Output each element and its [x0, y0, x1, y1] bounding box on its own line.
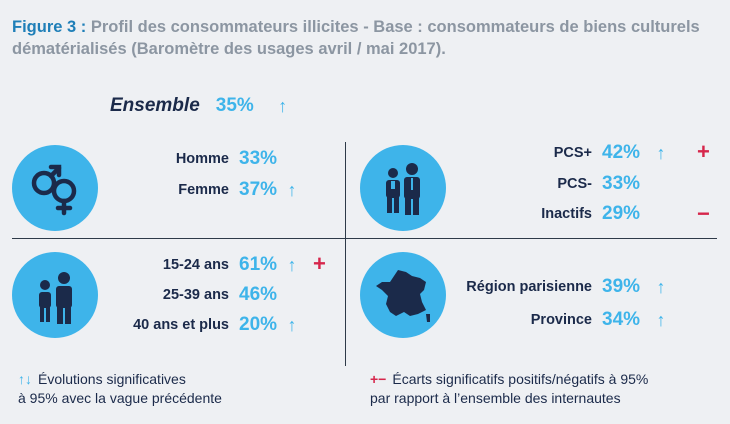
france-map-icon — [360, 252, 446, 338]
vertical-divider — [345, 142, 346, 366]
row-value: 39% — [602, 276, 641, 297]
row-arrow-up-icon: ↑ — [656, 276, 666, 297]
row-label: Femme — [178, 182, 229, 198]
row-label: 15-24 ans — [162, 257, 229, 273]
row-label: Homme — [175, 151, 229, 167]
row-label: Région parisienne — [466, 279, 592, 295]
ensemble-row: Ensemble 35% ↑ — [110, 92, 290, 120]
row-arrow-up-icon: ↑ — [287, 314, 297, 335]
legend-evolution-text-2: à 95% avec la vague précédente — [18, 390, 222, 406]
row-value: 29% — [602, 203, 641, 224]
ensemble-value: 35% — [215, 95, 254, 116]
row-value: 46% — [239, 284, 278, 305]
region-row-province: Province 34% ↑ — [450, 305, 668, 335]
age-row-15-24: 15-24 ans 61% ↑ — [100, 250, 299, 280]
row-label: 40 ans et plus — [133, 317, 229, 333]
row-label: PCS+ — [553, 145, 592, 161]
gender-row-homme: Homme 33% — [135, 144, 299, 174]
pcs-row-inactifs: Inactifs 29% — [470, 199, 648, 229]
region-row-parisienne: Région parisienne 39% ↑ — [450, 272, 668, 302]
row-value: 42% — [602, 142, 641, 163]
ensemble-label: Ensemble — [110, 95, 200, 116]
figure-title: Figure 3 : Profil des consommateurs illi… — [12, 16, 717, 60]
legend-ecart-text-2: par rapport à l’ensemble des internautes — [370, 390, 621, 406]
row-value: 61% — [239, 254, 278, 275]
age-row-40-plus: 40 ans et plus 20% ↑ — [90, 310, 299, 340]
row-value: 33% — [602, 173, 641, 194]
row-label: Province — [530, 312, 592, 328]
row-value: 37% — [239, 179, 278, 200]
legend-evolution-text-1: Évolutions significatives — [38, 371, 186, 387]
negative-sign: − — [697, 201, 710, 226]
pcs-row-plus: PCS+ 42% ↑ — [470, 138, 668, 168]
gender-row-femme: Femme 37% ↑ — [135, 175, 299, 205]
people-icon — [12, 252, 98, 338]
row-label: PCS- — [557, 176, 592, 192]
figure-title-text: Profil des consommateurs illicites - Bas… — [12, 18, 700, 58]
plus-minus-icon: +− — [370, 371, 387, 387]
row-arrow-up-icon: ↑ — [287, 254, 297, 275]
legend-evolutions: ↑↓ Évolutions significatives à 95% avec l… — [18, 370, 318, 408]
workers-icon — [360, 145, 446, 231]
figure-label: Figure 3 : — [12, 18, 87, 36]
up-down-arrows-icon: ↑↓ — [18, 371, 32, 387]
row-label: 25-39 ans — [162, 287, 229, 303]
horizontal-divider — [12, 238, 717, 239]
positive-sign: + — [313, 251, 326, 276]
gender-symbols-icon — [12, 145, 98, 231]
pcs-row-minus: PCS- 33% — [470, 169, 648, 199]
row-value: 34% — [602, 309, 641, 330]
legend-ecart-text-1: Écarts significatifs positifs/négatifs à… — [392, 371, 649, 387]
age-row-25-39: 25-39 ans 46% — [100, 280, 285, 310]
legend-ecarts: +− Écarts significatifs positifs/négatifs… — [370, 370, 720, 408]
row-arrow-up-icon: ↑ — [287, 179, 297, 200]
ensemble-arrow-up-icon: ↑ — [278, 95, 288, 116]
row-arrow-up-icon: ↑ — [656, 142, 666, 163]
row-arrow-up-icon: ↑ — [656, 309, 666, 330]
positive-sign: + — [697, 139, 710, 164]
row-value: 33% — [239, 148, 278, 169]
row-label: Inactifs — [541, 206, 592, 222]
row-value: 20% — [239, 314, 278, 335]
